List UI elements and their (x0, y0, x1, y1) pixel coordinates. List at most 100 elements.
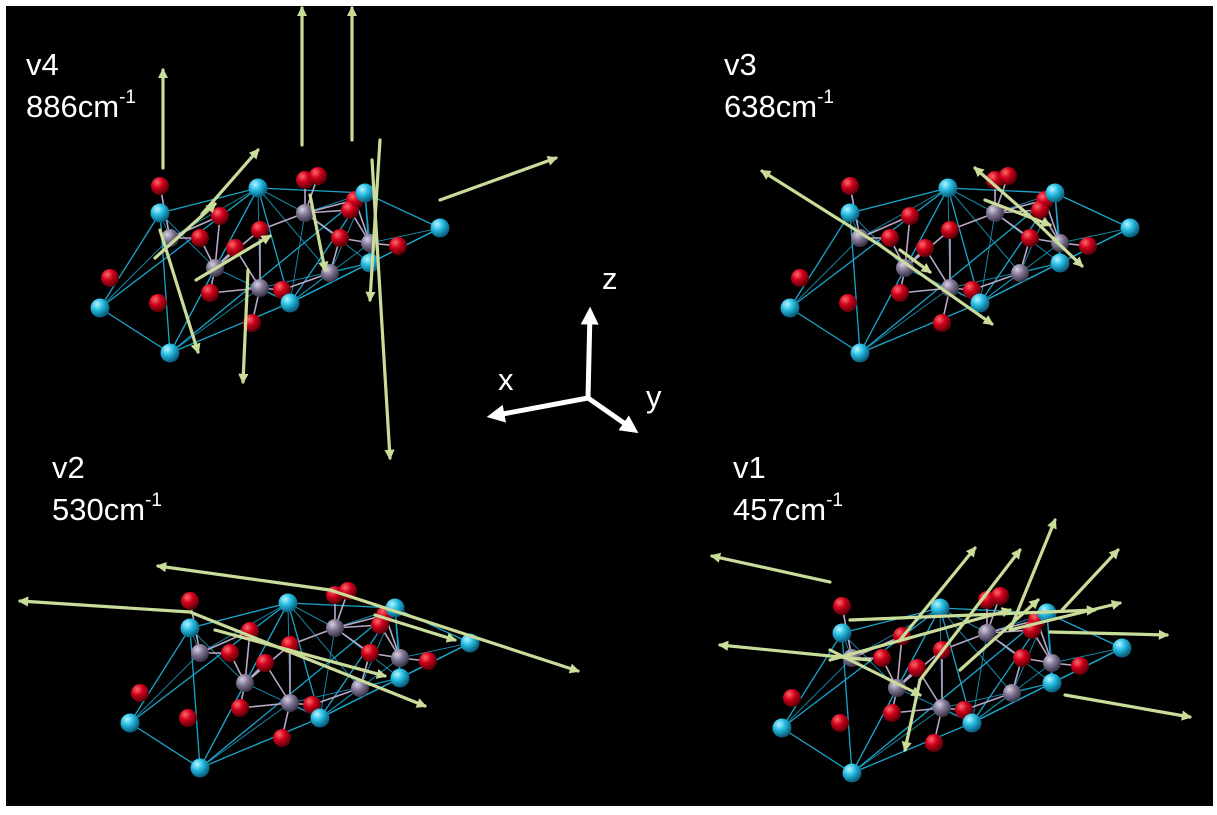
oxygen-atom (783, 689, 801, 707)
displacement-arrow (848, 605, 1098, 622)
cation-atom (962, 713, 982, 733)
oxygen-atom (361, 644, 379, 662)
displacement-arrow (438, 155, 558, 202)
bond (781, 657, 853, 729)
oxygen-atom (999, 167, 1017, 185)
metal-atom (296, 204, 314, 222)
displacement-arrow (1060, 548, 1120, 612)
displacement-arrow (188, 610, 427, 708)
oxygen-atom (341, 201, 359, 219)
bond (129, 602, 289, 724)
bond (169, 215, 221, 239)
bond (257, 187, 366, 194)
bond (939, 607, 1013, 694)
mode-panels (17, 5, 1193, 783)
mode-label-v1: v1 457cm-1 (733, 447, 843, 531)
cation-atom (180, 618, 200, 638)
cation-atom (842, 763, 862, 783)
oxygen-atom (419, 652, 437, 670)
bond (789, 187, 949, 309)
cation-atom (280, 293, 300, 313)
bond (99, 187, 259, 309)
displacement-arrow (898, 546, 977, 642)
cation-atom (1045, 183, 1065, 203)
oxygen-atom (941, 221, 959, 239)
oxygen-atom (841, 177, 859, 195)
oxygen-atom (881, 229, 899, 247)
displacement-arrow (973, 166, 1034, 220)
bond (199, 717, 321, 769)
oxygen-atom (309, 167, 327, 185)
metal-atom (978, 624, 996, 642)
bond (287, 602, 396, 609)
structure-v1 (709, 518, 1193, 783)
oxygen-atom (211, 207, 229, 225)
bond (859, 267, 906, 354)
cation-atom (1120, 218, 1140, 238)
axis-label-x: x (498, 362, 514, 397)
oxygen-atom (925, 734, 943, 752)
bond (289, 212, 306, 304)
oxygen-atom (191, 229, 209, 247)
oxygen-atom (908, 659, 926, 677)
cation-atom (1050, 253, 1070, 273)
bond (399, 642, 471, 659)
bond (159, 212, 216, 269)
oxygen-atom (101, 269, 119, 287)
oxygen-atom (243, 314, 261, 332)
cation-atom (970, 293, 990, 313)
axis-label-y: y (646, 379, 662, 414)
bond (896, 607, 941, 689)
displacement-arrow (898, 248, 932, 274)
x-axis-arrow (486, 395, 589, 423)
bond (789, 237, 861, 309)
oxygen-atom (839, 294, 857, 312)
bond (851, 612, 1048, 774)
oxygen-atom (831, 714, 849, 732)
displacement-arrow (238, 268, 250, 385)
bond (859, 215, 911, 239)
metal-atom (851, 229, 869, 247)
structure-v2 (17, 562, 580, 778)
bond (319, 627, 336, 719)
bond (257, 187, 331, 274)
bond (169, 287, 261, 354)
cation-atom (780, 298, 800, 318)
bond (214, 187, 259, 269)
mode-name: v2 (52, 450, 85, 485)
metal-atom (191, 644, 209, 662)
bond (979, 212, 996, 304)
cation-atom (938, 178, 958, 198)
cation-atom (1112, 638, 1132, 658)
oxygen-atom (991, 587, 1009, 605)
mode-frequency: 638cm-1 (724, 86, 834, 124)
bond (851, 687, 898, 774)
displacement-arrow (983, 198, 1052, 227)
displacement-arrow (1048, 629, 1170, 640)
oxygen-atom (221, 644, 239, 662)
bond (859, 287, 951, 354)
cation-atom (840, 203, 860, 223)
bond (159, 187, 259, 214)
bond (851, 722, 973, 774)
mode-frequency: 530cm-1 (52, 489, 162, 527)
cation-atom (310, 708, 330, 728)
oxygen-atom (149, 294, 167, 312)
oxygen-atom (873, 649, 891, 667)
displacement-arrow (1063, 693, 1193, 721)
oxygen-atom (131, 684, 149, 702)
cation-atom (1042, 673, 1062, 693)
displacement-arrow (328, 588, 580, 674)
oxygen-atom (901, 207, 919, 225)
displacement-arrow (365, 138, 382, 303)
cation-atom (248, 178, 268, 198)
oxygen-atom (791, 269, 809, 287)
metal-atom (986, 204, 1004, 222)
displacement-arrow (308, 193, 329, 273)
bond (189, 627, 246, 684)
bond (199, 607, 396, 769)
bond (99, 307, 171, 354)
structure-v3 (760, 166, 1140, 363)
cation-atom (772, 718, 792, 738)
